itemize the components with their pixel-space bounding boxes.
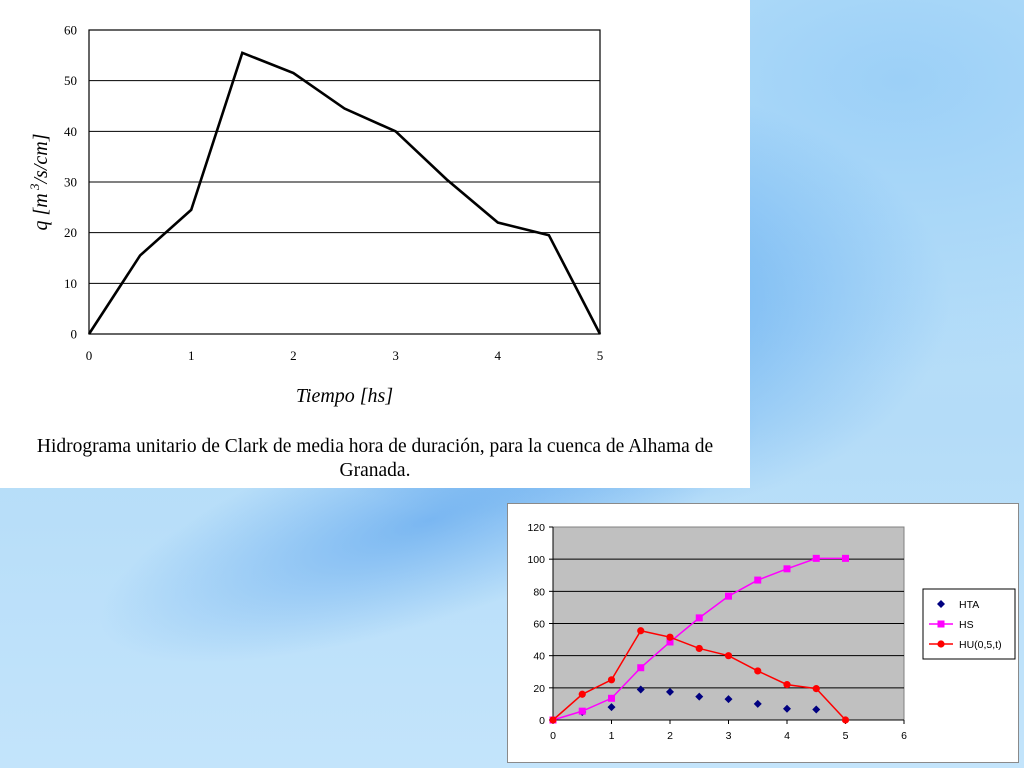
x-axis-title: Tiempo [hs] [296,385,393,407]
y-tick-label: 40 [64,124,77,139]
clark-hydrograph-chart: 0 10 20 30 40 50 60 0 1 2 3 4 5 Tiempo [hs] q [m 3/s/c… [27,23,604,408]
x-tick-label: 2 [667,730,673,742]
legend-label-hs: HS [959,619,974,631]
y-tick-label: 0 [539,715,545,727]
y-tick-label: 20 [533,683,545,695]
data-point-hu-0-5-t [607,676,616,684]
data-point-hta [724,695,733,704]
data-point-hta [753,699,762,708]
x-tick-label: 0 [550,730,556,742]
x-tick-label: 3 [392,348,399,363]
data-point-hu-0-5-t [724,652,733,660]
data-point-hu-0-5-t [637,627,645,635]
data-point-hta [636,685,645,694]
data-point-hs [725,592,732,600]
figure-caption-line2: Granada. [339,460,411,481]
legend-marker-hs [937,620,945,628]
data-point-hu-0-5-t [783,681,791,689]
data-point-hs [812,554,820,562]
data-point-hta [695,692,704,701]
y-axis-title: q [m 3/s/cm] [27,134,52,231]
data-point-hs [754,576,762,584]
y-tick-label: 30 [64,175,77,190]
figure-caption-line1: Hidrograma unitario de Clark de media ho… [36,436,714,457]
data-point-hta [607,703,616,712]
x-tick-label: 6 [901,730,907,742]
data-point-hta [783,704,791,713]
y-tick-label: 20 [64,225,77,240]
x-tick-label: 2 [290,348,297,363]
legend-label-hu-0-5-t: HU(0,5,t) [959,639,1002,651]
x-tick-label: 4 [784,730,790,742]
hydrograph-comparison-panel: 0 20 40 60 80 100 120 0 1 2 3 4 5 6 HTA HS HU(0,5,t) [507,503,1019,763]
data-point-hu-0-5-t [666,633,674,641]
data-point-hta [812,705,821,714]
y-tick-label: 100 [527,554,545,566]
x-tick-label: 5 [843,730,849,742]
x-tick-label: 0 [86,348,93,363]
data-point-hs [578,707,586,715]
y-tick-label: 10 [64,276,77,291]
x-tick-label: 5 [597,348,604,363]
y-tick-label: 80 [533,586,545,598]
y-tick-label: 60 [533,619,545,631]
data-point-hs [842,554,849,562]
data-point-hta [666,687,674,696]
x-tick-label: 4 [495,348,502,363]
data-point-hs [637,664,645,672]
y-tick-label: 0 [71,327,78,342]
clark-hydrograph-panel: 0 10 20 30 40 50 60 0 1 2 3 4 5 Tiempo [hs] q [m 3/s/c… [0,0,750,488]
data-point-hs [695,614,703,622]
data-point-hu-0-5-t [549,716,557,724]
data-point-hs [608,694,615,702]
data-point-hu-0-5-t [578,690,586,698]
data-point-hs [666,638,674,646]
y-tick-label: 50 [64,73,77,88]
x-tick-label: 3 [726,730,732,742]
data-point-hu-0-5-t [841,716,850,724]
x-tick-label: 1 [188,348,195,363]
data-point-hu-0-5-t [754,667,762,675]
chart-legend: HTA HS HU(0,5,t) [922,588,1016,660]
legend-marker-hta [937,600,945,608]
y-tick-label: 60 [64,23,77,38]
x-tick-label: 1 [609,730,615,742]
series-hu-0-5-t [549,627,850,724]
data-point-hs [783,565,791,573]
legend-label-hta: HTA [959,599,979,611]
hydrograph-line [87,51,602,335]
legend-marker-hu-0-5-t [937,640,945,648]
y-tick-label: 40 [533,651,545,663]
data-point-hu-0-5-t [812,685,820,693]
y-tick-label: 120 [527,522,545,534]
hydrograph-comparison-chart: 0 20 40 60 80 100 120 0 1 2 3 4 5 6 HTA HS HU(0,5,t) [527,522,1016,742]
data-point-hu-0-5-t [695,644,703,653]
